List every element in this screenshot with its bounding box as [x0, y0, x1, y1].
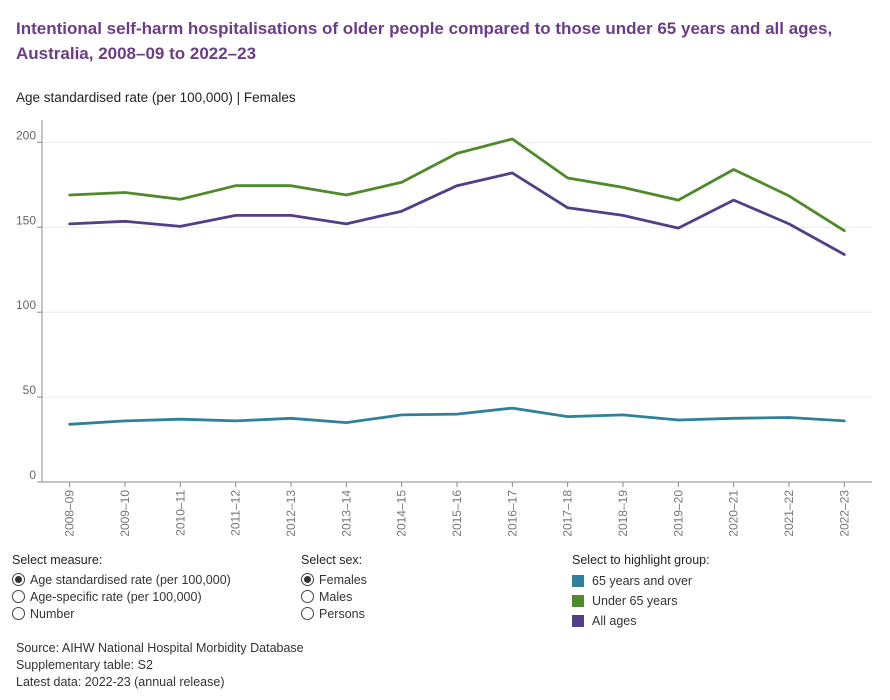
chart-title: Intentional self-harm hospitalisations o… — [16, 19, 833, 63]
measure-option-label: Number — [30, 606, 75, 621]
highlight-group-item[interactable]: 65 years and over — [572, 571, 710, 591]
sex-option[interactable]: Males — [301, 588, 367, 605]
x-tick-label: 2021–22 — [782, 490, 796, 537]
y-tick-label: 50 — [23, 383, 37, 397]
sex-option[interactable]: Persons — [301, 605, 367, 622]
sex-selector: Select sex: Females Males Persons — [301, 553, 367, 622]
x-tick-label: 2022–23 — [837, 490, 851, 537]
x-tick-label: 2017–18 — [561, 490, 575, 537]
x-tick-label: 2019–20 — [671, 490, 685, 537]
x-tick-label: 2012–13 — [284, 490, 298, 537]
radio-button-icon[interactable] — [12, 590, 25, 603]
series-line-all-ages[interactable] — [68, 171, 846, 256]
radio-button-icon[interactable] — [301, 573, 314, 586]
measure-option-label: Age-specific rate (per 100,000) — [30, 589, 202, 604]
x-tick-label: 2010–11 — [173, 490, 187, 536]
x-tick-label: 2018–19 — [616, 490, 630, 537]
x-tick-label: 2016–17 — [505, 490, 519, 537]
series-line-under-65-years[interactable] — [68, 137, 846, 233]
sex-selector-title: Select sex: — [301, 553, 363, 567]
measure-selector: Select measure: Age standardised rate (p… — [12, 553, 231, 622]
y-tick-label: 0 — [29, 468, 36, 482]
legend-swatch — [572, 575, 584, 587]
radio-button-icon[interactable] — [12, 607, 25, 620]
chart-subtitle: Age standardised rate (per 100,000) | Fe… — [16, 90, 296, 105]
radio-button-icon[interactable] — [12, 573, 25, 586]
x-tick-label: 2020–21 — [727, 490, 741, 537]
footer-latest: Latest data: 2022-23 (annual release) — [16, 675, 225, 689]
legend-swatch — [572, 595, 584, 607]
measure-option-label: Age standardised rate (per 100,000) — [30, 572, 231, 587]
footer-table: Supplementary table: S2 — [16, 658, 153, 672]
highlight-group-item[interactable]: Under 65 years — [572, 591, 710, 611]
footer: Source: AIHW National Hospital Morbidity… — [16, 640, 304, 691]
series-line-65-years-and-over[interactable] — [68, 406, 846, 426]
measure-option[interactable]: Age-specific rate (per 100,000) — [12, 588, 231, 605]
highlight-group-item[interactable]: All ages — [572, 611, 710, 631]
line-chart: 0 50 100 150 200 2008–09 2009–10 2010–11 2011–12… — [16, 120, 872, 537]
x-tick-label: 2015–16 — [450, 490, 464, 537]
y-tick-label: 100 — [16, 298, 36, 312]
footer-source: Source: AIHW National Hospital Morbidity… — [16, 641, 304, 655]
radio-button-icon[interactable] — [301, 590, 314, 603]
measure-option[interactable]: Number — [12, 605, 231, 622]
sex-option[interactable]: Females — [301, 571, 367, 588]
y-tick-label: 150 — [16, 213, 36, 227]
radio-button-icon[interactable] — [301, 607, 314, 620]
x-tick-label: 2011–12 — [229, 490, 243, 536]
highlight-group-label: 65 years and over — [592, 574, 693, 588]
sex-option-label: Females — [319, 572, 367, 587]
y-tick-label: 200 — [16, 128, 36, 142]
highlight-group-label: All ages — [592, 614, 637, 628]
legend-swatch — [572, 615, 584, 627]
x-tick-label: 2009–10 — [118, 490, 132, 537]
highlight-group-label: Under 65 years — [592, 594, 678, 608]
x-tick-label: 2014–15 — [395, 490, 409, 537]
sex-option-label: Males — [319, 589, 353, 604]
measure-option[interactable]: Age standardised rate (per 100,000) — [12, 571, 231, 588]
x-tick-label: 2013–14 — [339, 490, 353, 537]
highlight-selector-title: Select to highlight group: — [572, 553, 710, 567]
highlight-selector: Select to highlight group: 65 years and … — [572, 553, 710, 631]
measure-selector-title: Select measure: — [12, 553, 103, 567]
x-tick-label: 2008–09 — [63, 490, 77, 537]
sex-option-label: Persons — [319, 606, 365, 621]
